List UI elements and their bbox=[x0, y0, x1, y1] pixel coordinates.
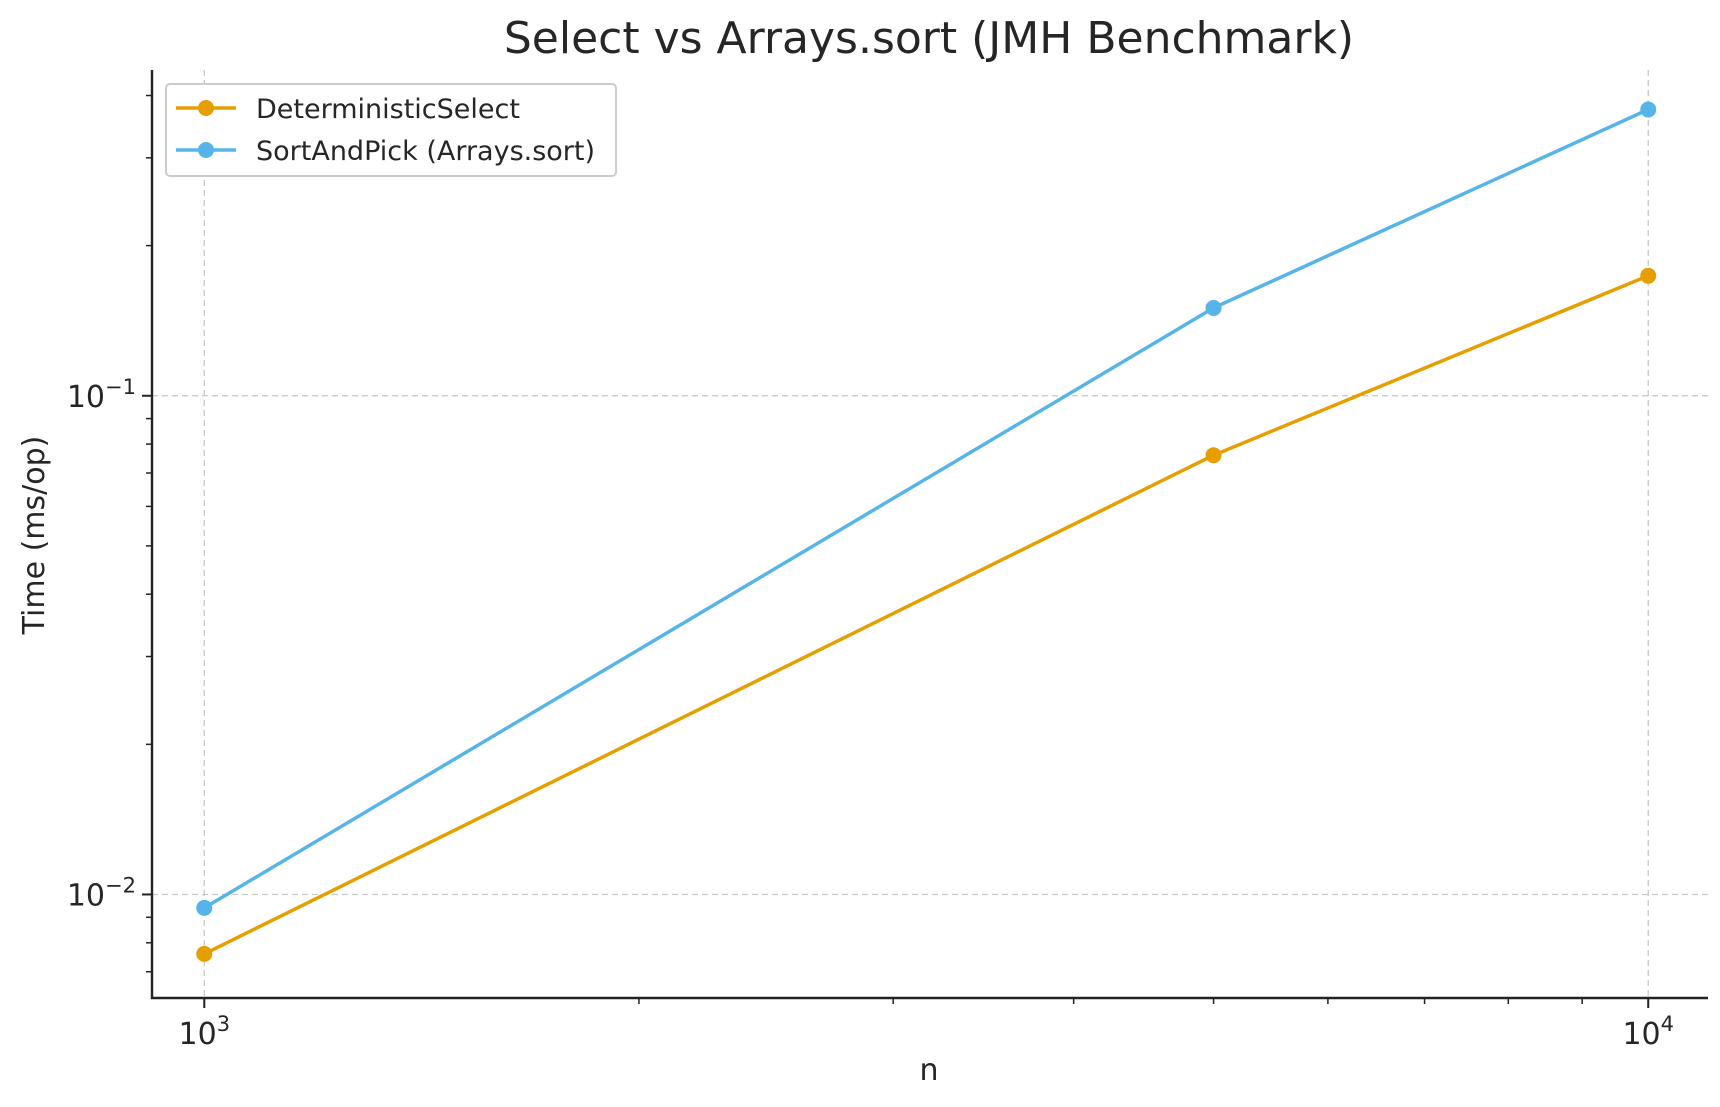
data-point-sortandpick-arrays-sort-2 bbox=[1640, 101, 1657, 118]
legend-marker-sortandpick bbox=[198, 142, 214, 158]
data-point-sortandpick-arrays-sort-0 bbox=[196, 899, 213, 916]
data-point-deterministicselect-0 bbox=[196, 945, 213, 962]
series-line-sortandpick-arrays-sort bbox=[203, 107, 1649, 910]
ticks-layer: 103 104 10−2 10−1 bbox=[67, 94, 1674, 1052]
data-point-sortandpick-arrays-sort-1 bbox=[1205, 299, 1222, 316]
x-tick-label-0: 103 bbox=[179, 1012, 231, 1052]
legend-marker-deterministicselect bbox=[198, 100, 214, 116]
legend: DeterministicSelect SortAndPick (Arrays.… bbox=[165, 83, 617, 177]
legend-box bbox=[165, 83, 617, 177]
x-tick-label-1: 104 bbox=[1622, 1012, 1674, 1052]
y-tick-label-1: 10−1 bbox=[67, 375, 136, 415]
grid-layer bbox=[152, 70, 1708, 998]
x-axis-label: n bbox=[919, 1053, 938, 1088]
data-point-deterministicselect-1 bbox=[1205, 447, 1222, 464]
data-point-deterministicselect-2 bbox=[1640, 267, 1657, 284]
chart-title: Select vs Arrays.sort (JMH Benchmark) bbox=[504, 13, 1354, 64]
axes-layer bbox=[150, 70, 1708, 1000]
series-layer bbox=[196, 101, 1657, 962]
legend-label-deterministicselect: DeterministicSelect bbox=[256, 94, 520, 125]
y-axis-label: Time (ms/op) bbox=[17, 436, 52, 636]
y-tick-label-0: 10−2 bbox=[67, 873, 136, 913]
legend-label-sortandpick: SortAndPick (Arrays.sort) bbox=[256, 136, 595, 167]
series-line-deterministicselect bbox=[203, 274, 1649, 956]
